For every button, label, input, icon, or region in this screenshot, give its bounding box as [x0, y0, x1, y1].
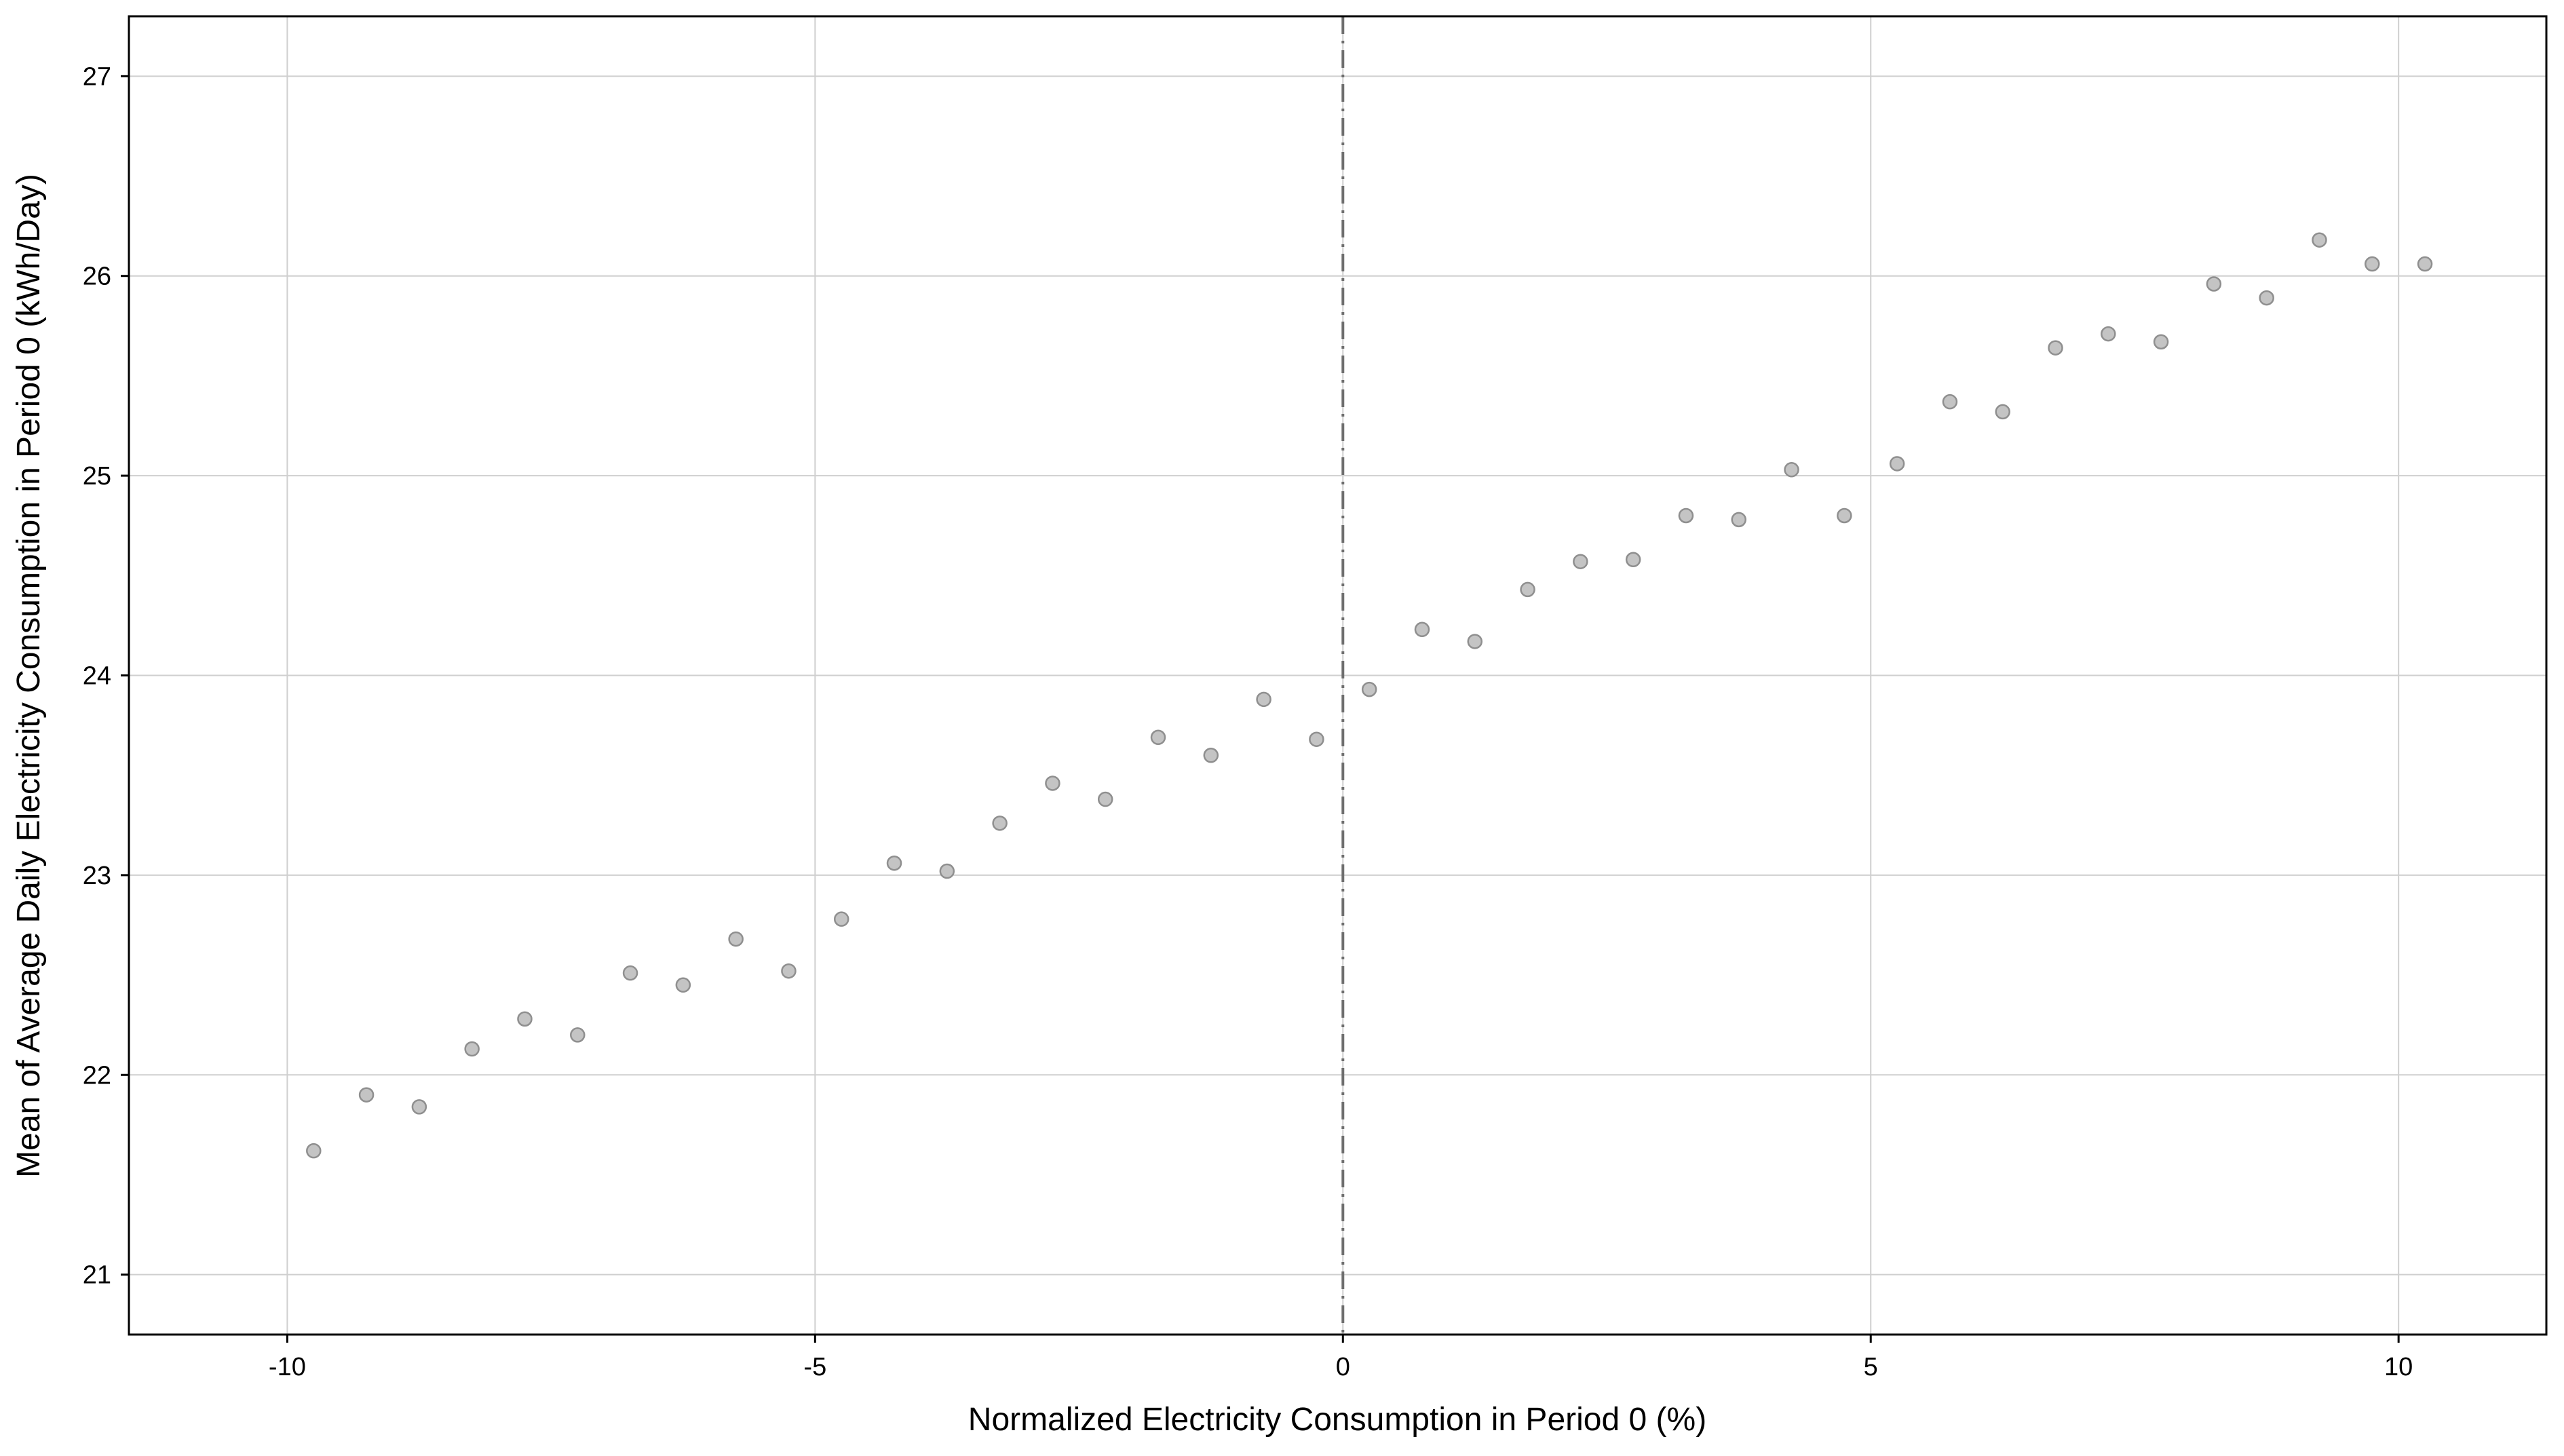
scatter-point [1309, 731, 1324, 747]
y-tick-label: 22 [83, 1061, 111, 1090]
scatter-point [1573, 554, 1588, 569]
y-tick-label: 21 [83, 1261, 111, 1290]
scatter-point [1837, 507, 1852, 524]
scatter-point [1203, 748, 1219, 763]
scatter-point [1045, 775, 1060, 791]
scatter-point [2365, 256, 2380, 272]
scatter-point [728, 931, 744, 947]
scatter-point [1256, 691, 1271, 708]
scatter-point [2206, 276, 2222, 292]
data-points [306, 232, 2433, 1159]
scatter-point [1995, 404, 2010, 420]
scatter-point [1784, 462, 1799, 478]
scatter-point [1097, 791, 1113, 807]
y-tick-label: 24 [83, 662, 111, 691]
scatter-point [464, 1041, 480, 1057]
scatter-point [1889, 456, 1905, 472]
y-axis-title: Mean of Average Daily Electricity Consum… [11, 174, 47, 1178]
scatter-point [833, 911, 849, 927]
x-axis-title: Normalized Electricity Consumption in Pe… [968, 1402, 1706, 1438]
scatter-point [1414, 621, 1430, 638]
scatter-point [675, 977, 691, 993]
scatter-point [411, 1099, 427, 1115]
scatter-point [939, 863, 955, 879]
scatter-point [2259, 290, 2274, 306]
scatter-point [517, 1011, 533, 1027]
x-tick-label: 0 [1336, 1353, 1350, 1381]
y-tick-label: 23 [83, 862, 111, 890]
x-tick-label: 5 [1864, 1353, 1878, 1381]
scatter-point [2312, 232, 2327, 248]
scatter-point [781, 963, 797, 979]
scatter-point [1678, 507, 1694, 524]
scatter-point [1361, 681, 1377, 697]
scatter-point [992, 816, 1008, 831]
axis-ticks: -10 -5 0 5 10 21 22 23 24 25 26 27 [83, 62, 2413, 1381]
scatter-point [1520, 581, 1535, 598]
y-tick-label: 26 [83, 263, 111, 291]
scatter-point [1625, 552, 1641, 568]
x-tick-label: -10 [269, 1353, 306, 1381]
scatter-point [886, 855, 902, 871]
scatter-point [1942, 394, 1958, 410]
scatter-point [622, 965, 638, 981]
scatter-point [2101, 326, 2116, 342]
scatter-point [570, 1027, 586, 1043]
scatter-point [1731, 512, 1746, 528]
scatter-point [2048, 340, 2063, 356]
y-tick-label: 27 [83, 62, 111, 91]
y-tick-label: 25 [83, 462, 111, 491]
scatter-point [2153, 334, 2169, 350]
scatter-point [1467, 634, 1483, 649]
scatter-point [306, 1143, 322, 1159]
scatter-point [2417, 256, 2433, 272]
scatter-point [1150, 729, 1166, 746]
scatter-point [358, 1087, 375, 1103]
x-tick-label: 10 [2384, 1353, 2413, 1381]
x-tick-label: -5 [803, 1353, 826, 1381]
